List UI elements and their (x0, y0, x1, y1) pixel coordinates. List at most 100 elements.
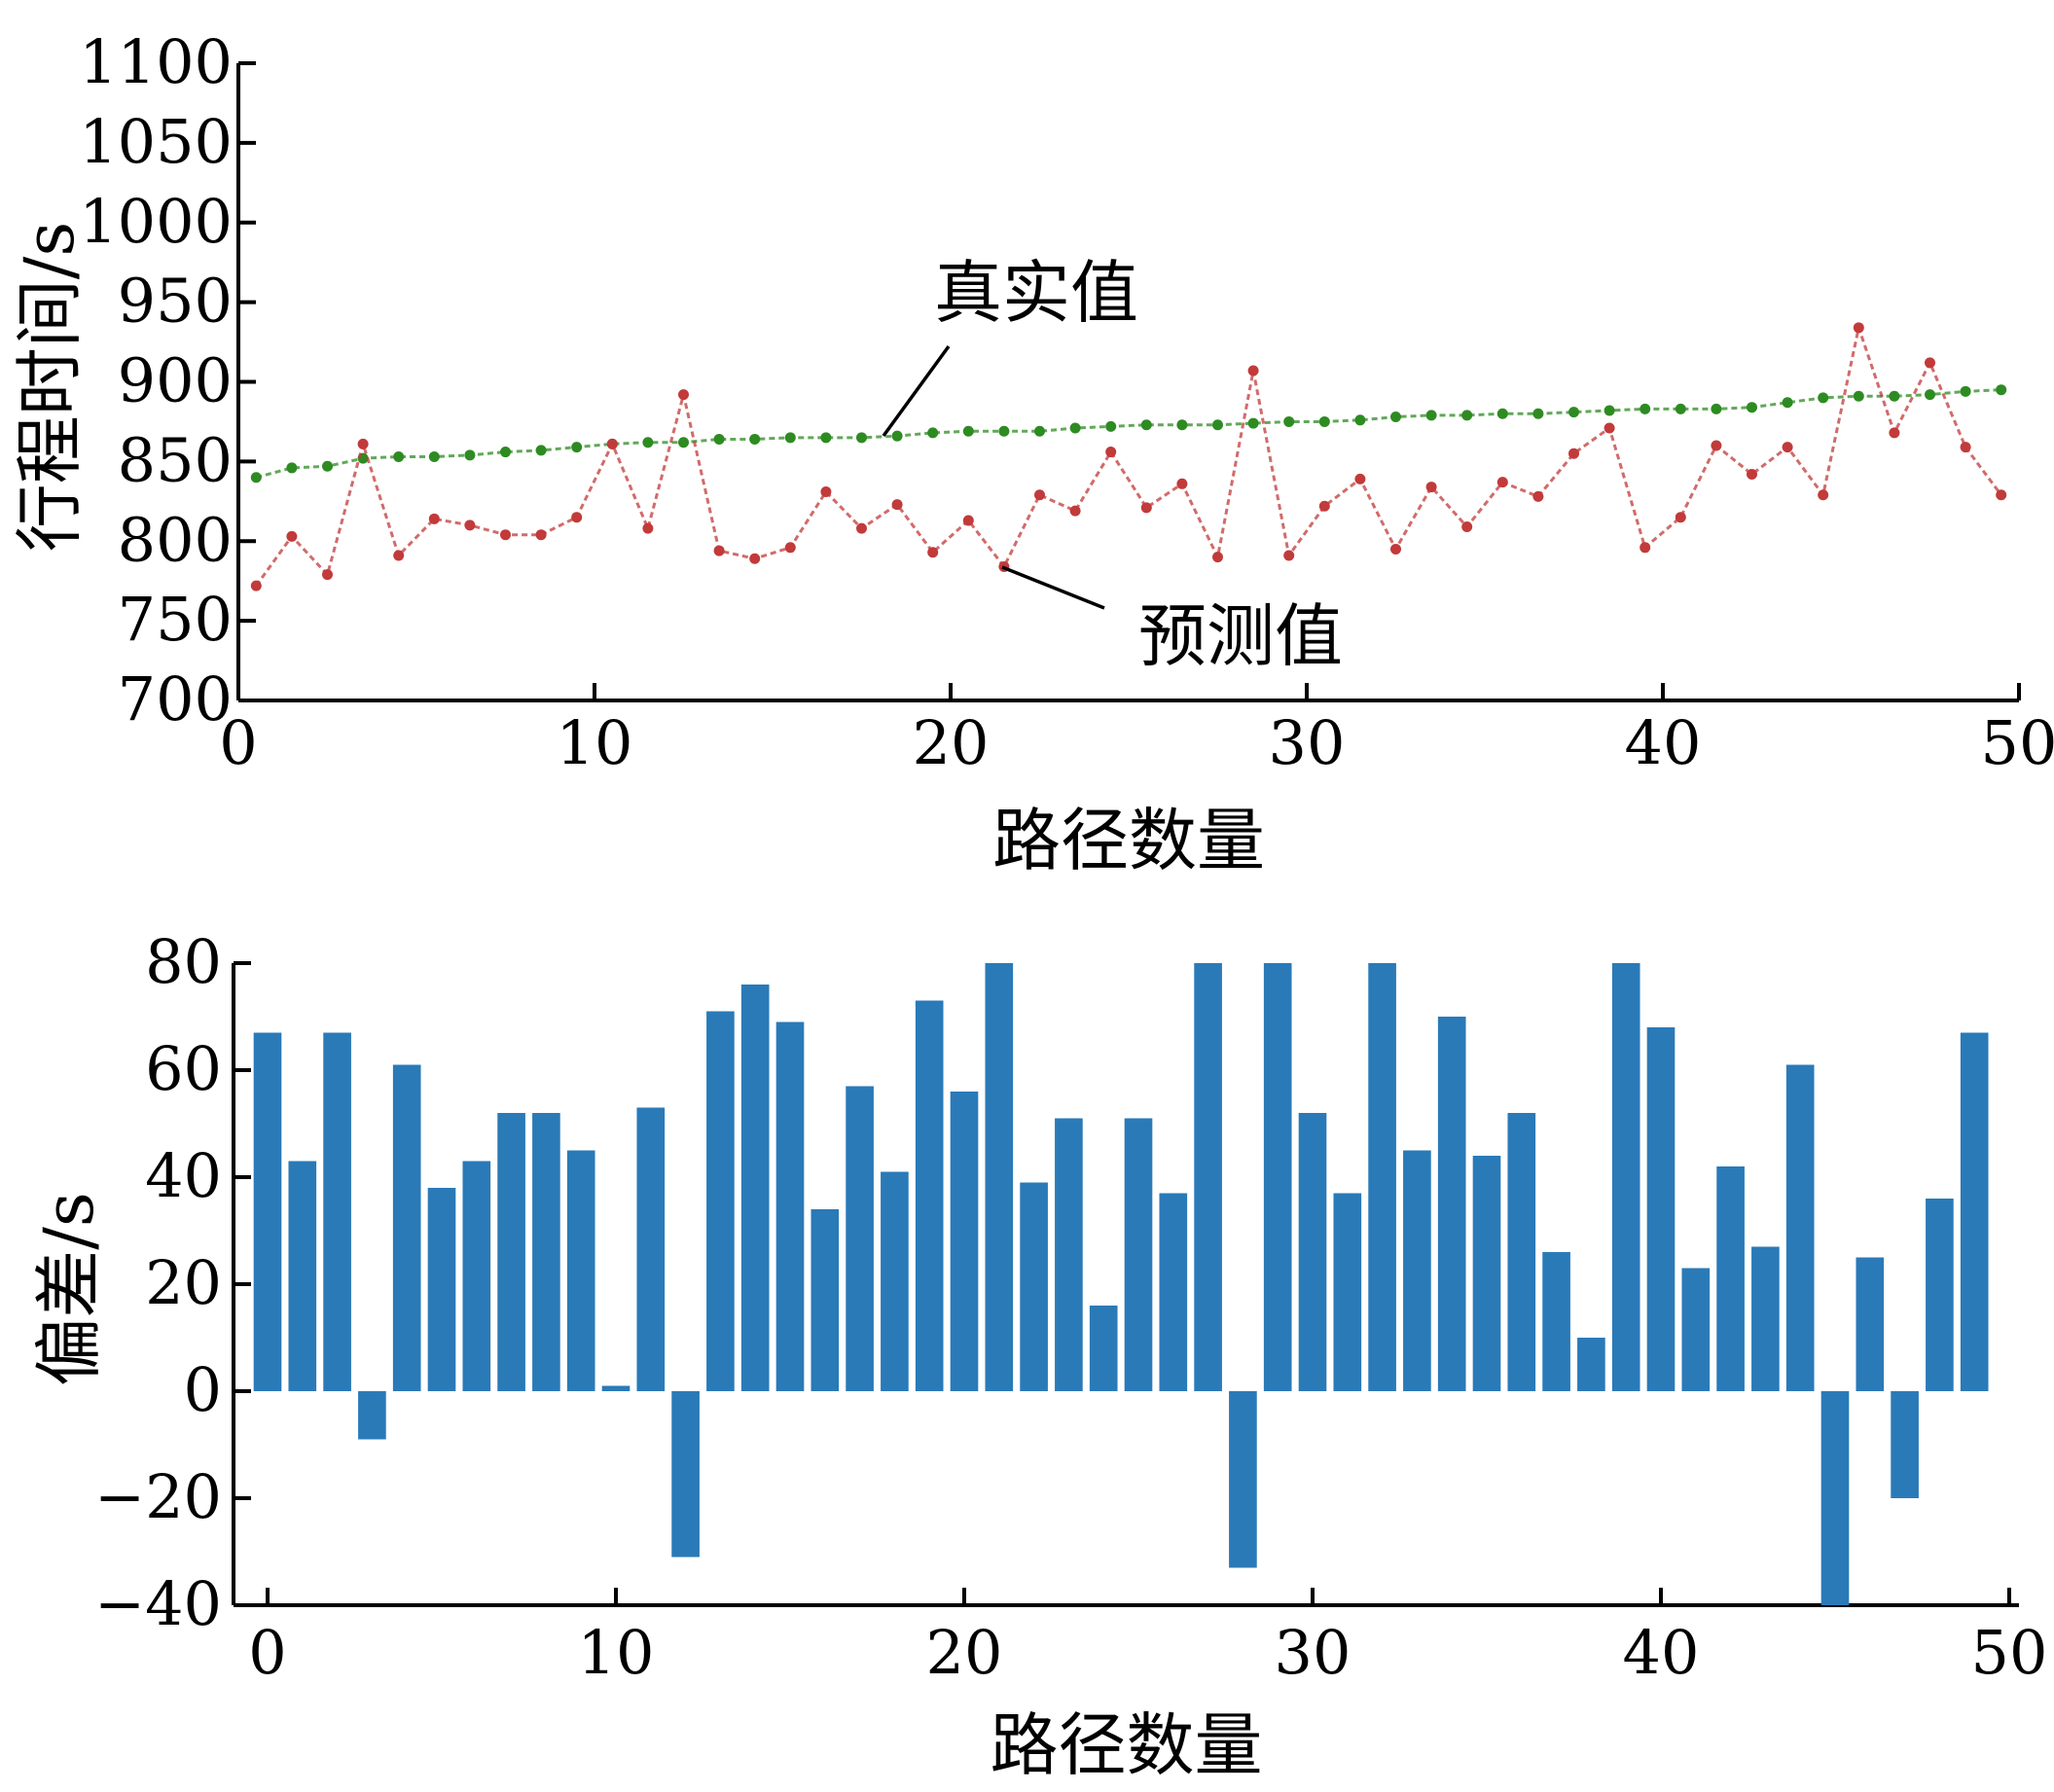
predicted-point (286, 530, 298, 542)
actual-point (1960, 385, 1971, 397)
bar (740, 985, 770, 1391)
actual-point (856, 432, 867, 444)
predicted-point (927, 547, 939, 558)
actual-point (1818, 392, 1829, 404)
y-tick-label: 40 (145, 1140, 222, 1211)
series-line-actual (255, 388, 2001, 480)
predicted-point (642, 522, 654, 534)
predicted-point (1390, 543, 1401, 555)
y-tick-label: 700 (118, 663, 233, 735)
bar (1785, 1064, 1815, 1391)
predicted-point (713, 545, 725, 556)
bar (253, 1032, 282, 1391)
bar (1611, 963, 1640, 1391)
actual-point (1496, 408, 1508, 419)
actual-point (1782, 397, 1793, 409)
predicted-point (678, 389, 689, 401)
actual-point (393, 450, 405, 462)
bar (1298, 1113, 1327, 1391)
predicted-point (784, 542, 796, 554)
bar (1263, 963, 1292, 1391)
y-tick-label: 800 (118, 504, 233, 575)
actual-point (1105, 420, 1117, 432)
y-tick-label: 900 (118, 345, 233, 416)
predicted-point (322, 569, 333, 581)
predicted-point (1604, 422, 1615, 434)
x-axis-title: 路径数量 (991, 1705, 1263, 1785)
predicted-point (571, 512, 583, 523)
predicted-point (428, 513, 440, 524)
actual-point (1889, 390, 1900, 402)
bar (1333, 1193, 1362, 1391)
predicted-point (1782, 442, 1793, 453)
bar (1577, 1338, 1605, 1391)
y-tick-label: 60 (145, 1033, 222, 1104)
actual-point (1034, 425, 1045, 437)
actual-point (962, 425, 974, 437)
bar (1368, 963, 1396, 1391)
bar (1820, 1391, 1850, 1605)
bar (1194, 963, 1222, 1391)
predicted-point (1140, 502, 1152, 514)
actual-point (678, 437, 689, 448)
bar (706, 1011, 735, 1391)
series-line-predicted (255, 322, 2002, 587)
predicted-point (1425, 482, 1437, 493)
x-tick-label: 20 (926, 1617, 1003, 1688)
bar (775, 1021, 805, 1391)
bar (566, 1150, 595, 1391)
predicted-point (1747, 468, 1757, 480)
bar (1124, 1118, 1153, 1391)
actual-point (1461, 410, 1473, 421)
bar (1159, 1193, 1188, 1391)
bar (1437, 1017, 1466, 1391)
bar (323, 1032, 351, 1391)
actual-point (1640, 403, 1651, 414)
y-tick-label: 80 (145, 926, 222, 997)
x-tick-label: 50 (1971, 1617, 2048, 1688)
bar (1229, 1391, 1257, 1568)
bar (846, 1086, 874, 1391)
predicted-point (1247, 365, 1259, 376)
x-tick-label: 0 (219, 707, 257, 778)
actual-point (1532, 408, 1544, 419)
y-tick-label: 750 (118, 584, 233, 655)
y-tick-label: −40 (94, 1568, 222, 1639)
actual-point (713, 433, 725, 445)
x-tick-label: 30 (1269, 707, 1346, 778)
actual-point (250, 472, 262, 484)
actual-point (1568, 407, 1579, 418)
y-tick-label: 1100 (79, 26, 233, 97)
predicted-point (606, 438, 618, 449)
bar (427, 1188, 456, 1391)
predicted-point (1711, 440, 1722, 451)
predicted-point (1354, 473, 1366, 484)
predicted-point (357, 438, 369, 449)
actual-point (1853, 390, 1864, 402)
bar (671, 1391, 700, 1558)
actual-point (891, 430, 903, 442)
predicted-point (1318, 500, 1330, 512)
bar (1403, 1150, 1431, 1391)
actual-point (428, 450, 440, 462)
bar (601, 1385, 631, 1391)
predicted-point (1496, 477, 1508, 488)
predicted-point (1818, 489, 1829, 501)
predicted-point (1283, 550, 1295, 561)
actual-point (1747, 402, 1757, 413)
bar (1856, 1257, 1885, 1391)
bar (1891, 1391, 1919, 1498)
x-tick-label: 0 (248, 1617, 286, 1688)
annotation-leader-predicted (1001, 565, 1105, 610)
actual-point (1283, 415, 1295, 427)
actual-point (1604, 405, 1615, 416)
bar (532, 1113, 560, 1391)
x-tick-label: 50 (1981, 707, 2054, 778)
y-tick-label: 850 (118, 424, 233, 495)
y-tick-label: 0 (184, 1354, 222, 1425)
predicted-point (464, 520, 476, 531)
y-tick-label: 20 (145, 1247, 222, 1318)
x-tick-label: 30 (1275, 1617, 1351, 1688)
predicted-point (250, 580, 262, 591)
actual-point (571, 442, 583, 453)
